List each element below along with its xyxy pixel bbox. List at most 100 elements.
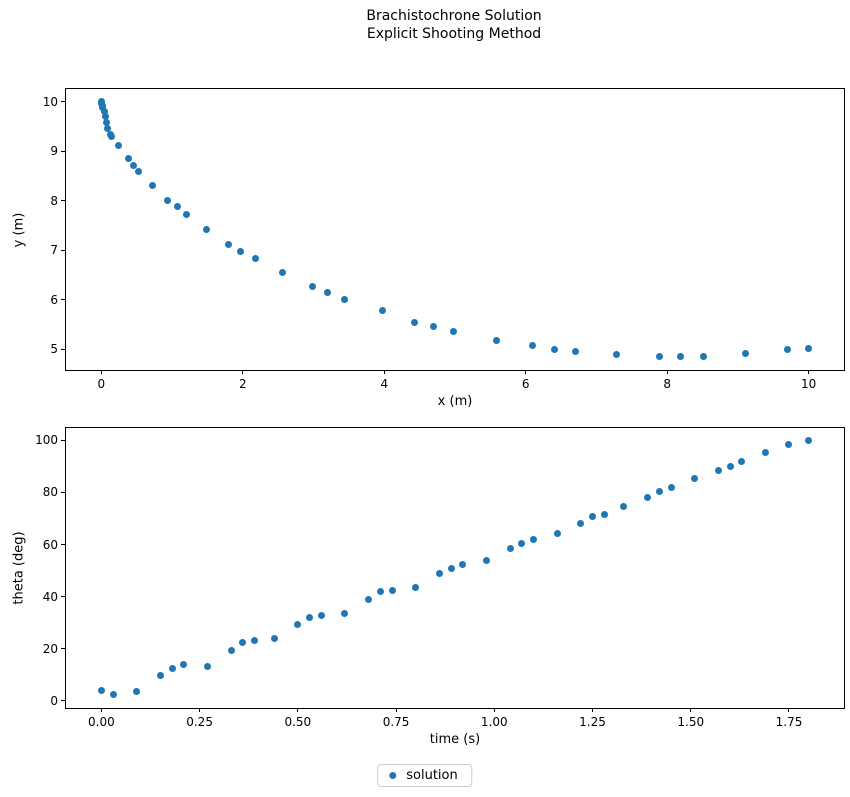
data-point <box>164 196 172 204</box>
data-point <box>691 474 699 482</box>
y-tick-label: 6 <box>50 292 58 307</box>
data-point <box>761 448 769 456</box>
y-tick-mark <box>61 348 65 350</box>
data-point <box>156 672 164 680</box>
data-point <box>109 691 117 699</box>
data-point <box>202 226 210 233</box>
data-point <box>306 613 314 621</box>
y-tick-label: 7 <box>50 243 58 258</box>
data-point <box>114 141 122 149</box>
x-tick-mark <box>525 370 527 374</box>
x-tick-label: 8 <box>663 377 671 391</box>
data-point <box>412 583 420 591</box>
y-tick-mark <box>61 150 65 152</box>
data-point <box>173 203 181 211</box>
x-tick-mark <box>100 370 102 374</box>
y-tick-label: 20 <box>42 641 58 656</box>
data-point <box>550 345 558 353</box>
legend-marker-icon <box>389 772 397 779</box>
figure-title-line1: Brachistochrone Solution <box>366 8 542 24</box>
y-tick-mark <box>61 299 65 301</box>
data-point <box>270 635 278 643</box>
data-point <box>805 344 813 352</box>
data-point <box>530 535 538 543</box>
data-point <box>388 586 396 594</box>
x-tick-mark <box>199 708 201 712</box>
data-point <box>168 665 176 673</box>
data-point <box>805 436 813 444</box>
y-tick-label: 40 <box>42 589 58 604</box>
x-tick-label: 2 <box>238 377 247 391</box>
y-tick-label: 0 <box>50 693 58 708</box>
y-tick-label: 60 <box>42 537 58 552</box>
data-point <box>225 240 233 248</box>
x-tick-label: 1.75 <box>775 715 803 729</box>
y-tick-mark <box>61 491 65 493</box>
x-tick-label: 0.00 <box>88 715 115 729</box>
data-point <box>133 687 141 695</box>
y-tick-label: 5 <box>50 342 58 357</box>
data-point <box>506 544 514 552</box>
x-tick-mark <box>242 370 244 374</box>
x-tick-label: 0.50 <box>284 715 312 729</box>
data-point <box>714 466 722 474</box>
data-point <box>700 352 708 360</box>
data-point <box>341 295 349 303</box>
data-point <box>429 322 437 330</box>
data-point <box>182 211 190 219</box>
data-point <box>459 560 467 568</box>
data-point <box>251 637 259 645</box>
data-point <box>365 595 373 603</box>
data-point <box>308 282 316 290</box>
data-point <box>589 512 597 520</box>
x-tick-label: 1.25 <box>579 715 606 729</box>
data-point <box>108 132 116 140</box>
data-point <box>726 462 734 470</box>
data-point <box>600 510 608 518</box>
data-point <box>655 352 663 360</box>
x-tick-mark <box>788 708 790 712</box>
x-tick-label: 4 <box>380 377 389 391</box>
data-point <box>130 162 138 170</box>
data-point <box>376 588 384 596</box>
data-point <box>378 307 386 315</box>
data-point <box>738 457 746 465</box>
data-point <box>148 181 156 189</box>
y-tick-mark <box>61 200 65 202</box>
x-tick-label: 1.50 <box>677 715 705 729</box>
data-point <box>99 104 107 112</box>
data-point <box>135 168 143 176</box>
data-point <box>492 337 500 345</box>
data-point <box>783 345 791 353</box>
data-point <box>655 487 663 495</box>
y-tick-mark <box>61 439 65 441</box>
data-point <box>577 519 585 527</box>
x-tick-mark <box>493 708 495 712</box>
y-tick-label: 80 <box>42 485 58 500</box>
legend: solution <box>377 764 473 787</box>
y-tick-mark <box>61 101 65 103</box>
y-tick-mark <box>61 544 65 546</box>
data-point <box>203 662 211 670</box>
data-point <box>180 661 188 669</box>
y-tick-mark <box>61 648 65 650</box>
data-point <box>785 440 793 448</box>
x-tick-label: 0 <box>97 377 106 391</box>
x-tick-label: 0.25 <box>186 715 213 729</box>
y-tick-mark <box>61 596 65 598</box>
data-point <box>239 638 247 646</box>
data-point <box>252 255 260 263</box>
x-tick-label: 0.75 <box>382 715 410 729</box>
x-axis-label: x (m) <box>437 394 473 409</box>
x-tick-mark <box>666 370 668 374</box>
data-point <box>528 341 536 349</box>
x-tick-label: 1.00 <box>480 715 508 729</box>
data-point <box>324 288 332 296</box>
data-point <box>553 529 561 537</box>
y-axis-label: y (m) <box>11 212 27 247</box>
x-tick-mark <box>100 708 102 712</box>
data-point <box>677 352 685 360</box>
data-point <box>100 108 108 116</box>
plot-theta-time: time (s) theta (deg) 0.00 0.25 0.50 0.75 1.0… <box>12 427 845 747</box>
x-tick-mark <box>395 708 397 712</box>
